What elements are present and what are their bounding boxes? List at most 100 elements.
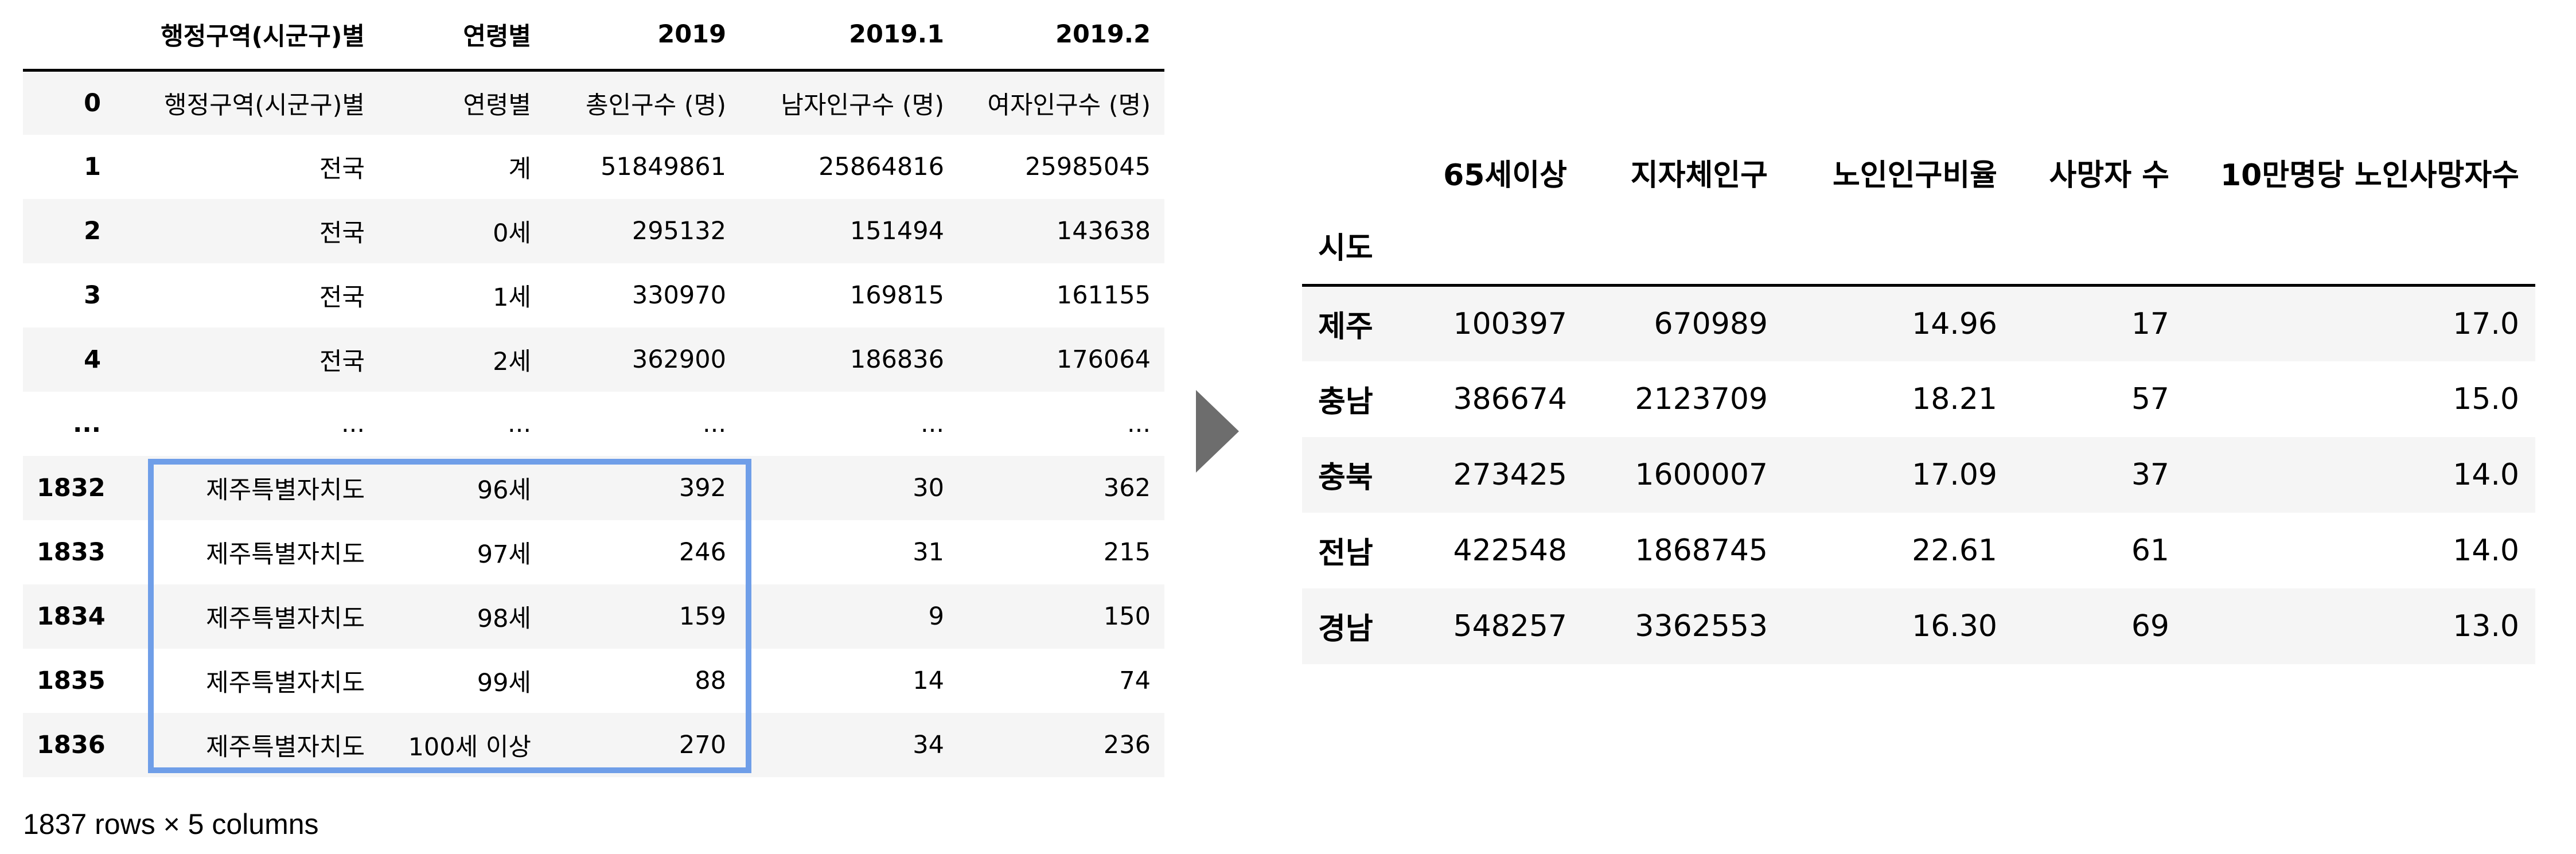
table-cell: 98세 (477, 604, 531, 633)
table-cell: 2123709 (1635, 381, 1768, 416)
table-cell: 전국 (319, 347, 365, 376)
table-cell: 전국 (319, 283, 365, 312)
table-cell: 14.96 (1912, 306, 1997, 341)
table-row: 1835 제주특별자치도 99세 88 14 74 (23, 648, 1164, 713)
table-cell: 100세 이상 (408, 732, 531, 762)
table-cell: 34 (913, 730, 944, 759)
row-index: 충남 (1318, 385, 1373, 419)
row-index: 충북 (1318, 461, 1373, 495)
table-cell: 18.21 (1912, 381, 1997, 416)
table-cell: 3362553 (1635, 609, 1768, 644)
row-index: 1834 (37, 602, 106, 631)
table-cell: 연령별 (463, 91, 531, 120)
table-cell: 14 (913, 666, 944, 695)
table-cell: 31 (913, 537, 944, 567)
index-name: 시도 (1302, 206, 1411, 287)
table-cell: 670989 (1654, 306, 1768, 341)
table-cell: 계 (508, 154, 531, 184)
table-cell: 1600007 (1635, 457, 1768, 492)
table-cell: 17.09 (1912, 457, 1997, 492)
table-cell: 176064 (1056, 345, 1151, 374)
row-index: 4 (84, 345, 101, 374)
table-cell: 15.0 (2453, 381, 2519, 416)
table-row: 1833 제주특별자치도 97세 246 31 215 (23, 520, 1164, 584)
table-cell: 548257 (1453, 609, 1567, 644)
table-row: 경남 548257 3362553 16.30 69 13.0 (1302, 588, 2535, 664)
row-index: 경남 (1318, 612, 1373, 646)
table-cell: 25985045 (1025, 152, 1151, 181)
table-cell: 16.30 (1912, 609, 1997, 644)
table-row: 3 전국 1세 330970 169815 161155 (23, 263, 1164, 327)
table-cell: 제주특별자치도 (206, 604, 365, 633)
table-row: 충북 273425 1600007 17.09 37 14.0 (1302, 436, 2535, 513)
table-cell: 88 (695, 666, 726, 695)
table-cell: 13.0 (2453, 609, 2519, 644)
table-row: 0 행정구역(시군구)별 연령별 총인구수 (명) 남자인구수 (명) 여자인구수 (명) (23, 70, 1164, 135)
source-dataframe: 행정구역(시군구)별 연령별 2019 2019.1 2019.2 0 행정구역(… (23, 0, 1164, 777)
table-cell: 169815 (849, 280, 944, 310)
column-header: 지자체인구 (1630, 158, 1768, 193)
table-row: 1 전국 계 51849861 25864816 25985045 (23, 134, 1164, 199)
column-header: 노인인구비율 (1832, 158, 1997, 193)
header-row: 행정구역(시군구)별 연령별 2019 2019.1 2019.2 (23, 0, 1164, 72)
table-cell: 14.0 (2453, 457, 2519, 492)
table-cell: 159 (679, 602, 726, 631)
table-cell: 151494 (849, 216, 944, 245)
population-table: 행정구역(시군구)별 연령별 2019 2019.1 2019.2 0 행정구역(… (23, 0, 1164, 777)
table-row: 1832 제주특별자치도 96세 392 30 362 (23, 455, 1164, 520)
elderly-death-table: 65세이상 지자체인구 노인인구비율 사망자 수 10만명당 노인사망자수 시도… (1302, 138, 2535, 664)
table-cell: 57 (2131, 381, 2169, 416)
table-cell: 362900 (632, 345, 726, 374)
table-cell: 74 (1119, 666, 1151, 695)
table-cell: 2세 (493, 347, 531, 376)
table-cell: 330970 (632, 280, 726, 310)
row-count-label: 1837 rows × 5 columns (23, 808, 319, 840)
table-cell: 1868745 (1635, 533, 1768, 568)
table-cell: 1세 (493, 283, 531, 312)
row-index: 1833 (37, 537, 106, 567)
table-cell: 386674 (1453, 381, 1567, 416)
table-row: 충남 386674 2123709 18.21 57 15.0 (1302, 361, 2535, 437)
table-cell: 273425 (1453, 457, 1567, 492)
table-cell: 9 (928, 602, 944, 631)
table-cell: 392 (679, 473, 726, 502)
index-name-row: 시도 (1302, 206, 2535, 287)
table-cell: 37 (2131, 457, 2169, 492)
column-header: 65세이상 (1443, 158, 1567, 193)
result-dataframe: 65세이상 지자체인구 노인인구비율 사망자 수 10만명당 노인사망자수 시도… (1302, 138, 2535, 664)
column-header: 2019.1 (740, 0, 958, 72)
table-cell: 96세 (477, 475, 531, 505)
table-row: 1836 제주특별자치도 100세 이상 270 34 236 (23, 712, 1164, 777)
index-header (23, 0, 115, 72)
row-index: 1835 (37, 666, 106, 695)
table-cell: ... (920, 409, 944, 438)
table-cell: 22.61 (1912, 533, 1997, 568)
table-cell: 남자인구수 (명) (781, 91, 944, 120)
table-cell: ... (1127, 409, 1151, 438)
table-cell: 30 (913, 473, 944, 502)
column-header: 행정구역(시군구)별 (115, 0, 379, 72)
row-index: 제주 (1318, 310, 1373, 345)
row-index: 2 (84, 216, 101, 245)
row-index: 1836 (37, 730, 106, 759)
table-cell: 제주특별자치도 (206, 732, 365, 762)
table-cell: 97세 (477, 540, 531, 569)
table-cell: 전국 (319, 154, 365, 184)
table-row: 전남 422548 1868745 22.61 61 14.0 (1302, 512, 2535, 588)
table-cell: 99세 (477, 668, 531, 697)
table-cell: 270 (679, 730, 726, 759)
table-cell: 17.0 (2453, 306, 2519, 341)
row-index: 0 (84, 88, 101, 118)
table-cell: 161155 (1056, 280, 1151, 310)
row-index: ... (72, 409, 101, 438)
table-cell: 여자인구수 (명) (987, 91, 1151, 120)
table-cell: 295132 (632, 216, 726, 245)
row-index: 1832 (37, 473, 106, 502)
table-row: .................. (23, 391, 1164, 456)
table-row: 4 전국 2세 362900 186836 176064 (23, 327, 1164, 392)
table-cell: 69 (2131, 609, 2169, 644)
highlight-box (148, 459, 751, 773)
table-cell: 61 (2131, 533, 2169, 568)
column-header: 연령별 (379, 0, 545, 72)
table-cell: 186836 (849, 345, 944, 374)
